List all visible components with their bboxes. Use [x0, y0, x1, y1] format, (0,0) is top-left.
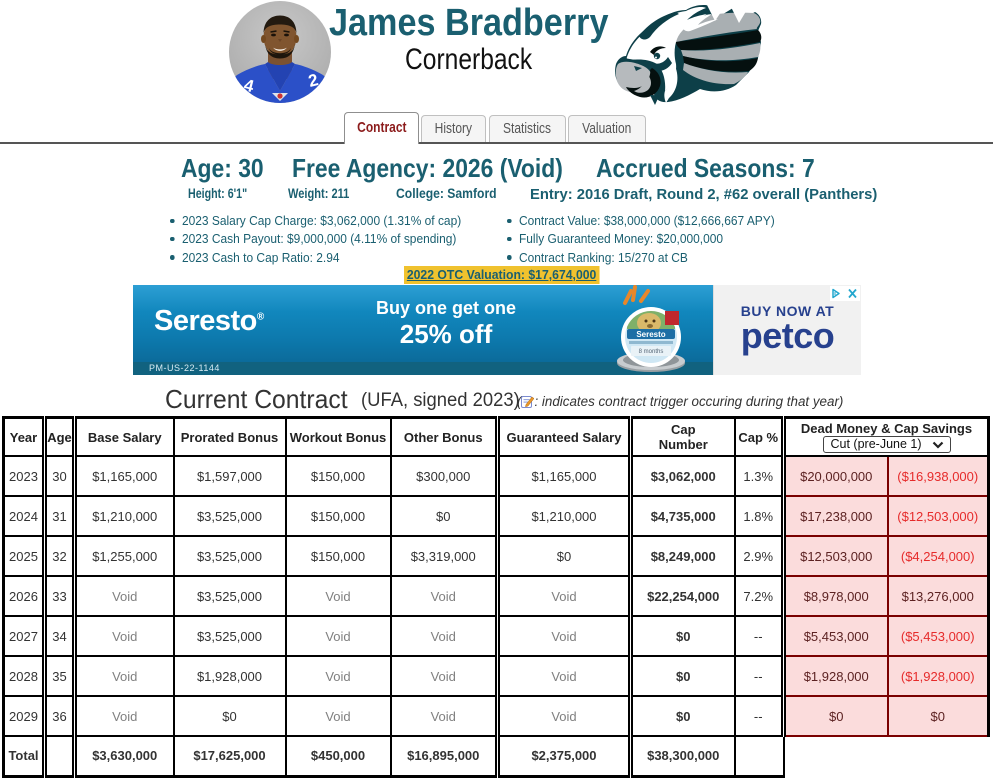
svg-text:2: 2 — [306, 70, 320, 91]
svg-text:Seresto: Seresto — [636, 330, 665, 339]
svg-text:8 months: 8 months — [639, 349, 664, 355]
